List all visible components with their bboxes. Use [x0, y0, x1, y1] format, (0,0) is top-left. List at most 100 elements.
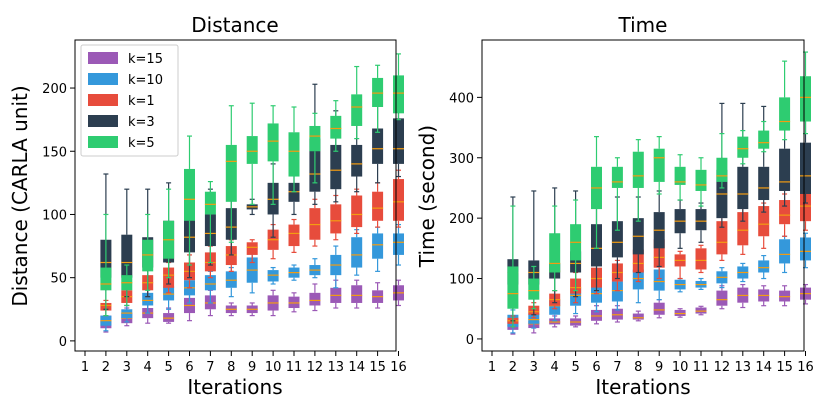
box-body [121, 234, 133, 278]
box-body [779, 290, 791, 302]
distance-box-k1-iter-9 [246, 239, 258, 264]
distance-chart-title: Distance [191, 13, 278, 37]
time-box-k10-iter-14 [758, 254, 770, 280]
time-plot-area [507, 51, 811, 335]
time-box-k15-iter-13 [737, 283, 749, 309]
distance-box-k5-iter-16 [393, 53, 404, 121]
distance-x-tick-label: 4 [144, 360, 152, 375]
box-body [800, 142, 811, 194]
distance-x-tick-label: 3 [123, 360, 131, 375]
time-x-tick-label: 12 [714, 360, 731, 375]
distance-axes-frame [74, 39, 397, 352]
time-x-tick-label: 2 [509, 360, 517, 375]
box-body [267, 123, 279, 162]
distance-box-k10-iter-10 [267, 266, 279, 285]
time-x-tick-label: 13 [735, 360, 752, 375]
box-body [779, 200, 791, 225]
time-x-tick-label: 11 [693, 360, 710, 375]
box-body [591, 309, 602, 321]
box-body [163, 313, 175, 322]
distance-x-tick-label: 10 [265, 360, 282, 375]
time-x-tick-label: 14 [755, 360, 772, 375]
time-box-k15-iter-10 [674, 308, 686, 318]
time-box-k1-iter-11 [695, 244, 707, 274]
box-body [204, 275, 216, 291]
distance-x-tick-label: 15 [369, 360, 386, 375]
box-body [393, 118, 404, 164]
distance-box-k15-iter-16 [393, 279, 404, 307]
time-box-k5-iter-7 [611, 157, 623, 231]
box-body [758, 130, 770, 149]
box-body [288, 296, 300, 309]
box-body [758, 166, 770, 201]
box-body [309, 208, 321, 240]
legend-swatch-k5 [88, 136, 118, 148]
box-body [372, 191, 384, 221]
box-body [351, 94, 363, 126]
time-box-k10-iter-12 [716, 267, 728, 289]
legend-swatch-k15 [88, 52, 118, 64]
box-body [393, 75, 404, 114]
distance-y-tick-label: 150 [42, 145, 67, 160]
distance-box-k15-iter-8 [225, 302, 237, 317]
box-body [351, 237, 363, 268]
box-body [758, 260, 770, 273]
box-body [142, 292, 154, 306]
distance-box-k1-iter-16 [393, 169, 404, 228]
distance-box-k1-iter-15 [372, 182, 384, 228]
distance-x-tick-label: 8 [227, 360, 235, 375]
distance-box-k5-iter-4 [142, 213, 154, 291]
distance-box-k15-iter-12 [309, 283, 321, 312]
time-box-k10-iter-13 [737, 262, 749, 283]
box-body [695, 169, 707, 191]
box-body [653, 302, 665, 315]
time-box-k5-iter-8 [632, 139, 644, 222]
time-box-k5-iter-16 [800, 51, 811, 135]
box-body [351, 144, 363, 177]
distance-box-k15-iter-15 [372, 282, 384, 309]
distance-box-k5-iter-11 [288, 106, 300, 193]
legend-frame [80, 44, 179, 157]
time-y-tick-label: 200 [449, 212, 474, 227]
time-box-k15-iter-12 [716, 285, 728, 310]
box-body [779, 239, 791, 264]
time-x-tick-label: 1 [488, 360, 496, 375]
box-body [351, 195, 363, 228]
time-box-k5-iter-15 [779, 60, 791, 141]
time-x-tick-label: 16 [797, 360, 814, 375]
distance-box-k5-iter-12 [309, 112, 321, 184]
legend-label-k5: k=5 [128, 136, 155, 151]
time-box-k5-iter-2 [507, 205, 519, 328]
time-y-tick-label: 300 [449, 152, 474, 167]
legend: k=15 k=10 k=1 k=3 k=5 [80, 44, 179, 157]
time-x-axis-label: Iterations [595, 375, 690, 399]
distance-box-k5-iter-2 [100, 213, 112, 317]
box-body [695, 209, 707, 231]
distance-box-k5-iter-15 [372, 64, 384, 133]
time-box-k5-iter-14 [758, 120, 770, 153]
box-body [737, 136, 749, 158]
time-box-k1-iter-10 [674, 250, 686, 280]
box-body [674, 309, 686, 316]
box-body [288, 182, 300, 202]
distance-box-k15-iter-11 [288, 292, 300, 313]
box-body [695, 307, 707, 314]
time-box-k5-iter-13 [737, 129, 749, 165]
time-box-k10-iter-10 [674, 277, 686, 293]
box-body [800, 237, 811, 261]
legend-label-k10: k=10 [128, 73, 163, 88]
distance-x-tick-label: 7 [206, 360, 214, 375]
distance-box-k10-iter-16 [393, 223, 404, 266]
box-body [309, 125, 321, 152]
time-x-tick-label: 15 [776, 360, 793, 375]
distance-y-tick-label: 100 [42, 208, 67, 223]
box-body [779, 97, 791, 131]
distance-x-tick-label: 6 [185, 360, 193, 375]
distance-box-k15-iter-10 [267, 289, 279, 317]
box-body [611, 166, 623, 188]
box-body [372, 233, 384, 259]
legend-label-k3: k=3 [128, 115, 155, 130]
time-box-k10-iter-16 [800, 232, 811, 269]
distance-x-axis-label: Iterations [187, 375, 282, 399]
time-box-k5-iter-3 [528, 265, 540, 310]
